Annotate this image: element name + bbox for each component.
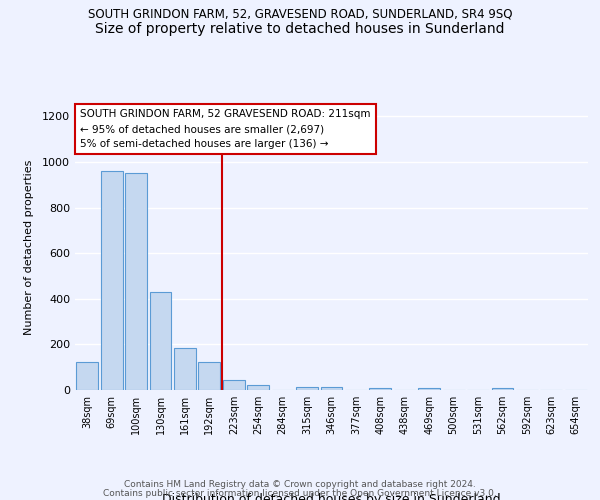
Bar: [418, 388, 440, 390]
Text: Size of property relative to detached houses in Sunderland: Size of property relative to detached ho…: [95, 22, 505, 36]
Bar: [199, 362, 220, 390]
Bar: [491, 388, 514, 390]
Bar: [320, 388, 343, 390]
Bar: [76, 362, 98, 390]
Text: Contains HM Land Registry data © Crown copyright and database right 2024.: Contains HM Land Registry data © Crown c…: [124, 480, 476, 489]
Text: SOUTH GRINDON FARM, 52, GRAVESEND ROAD, SUNDERLAND, SR4 9SQ: SOUTH GRINDON FARM, 52, GRAVESEND ROAD, …: [88, 8, 512, 20]
Bar: [174, 348, 196, 390]
Text: SOUTH GRINDON FARM, 52 GRAVESEND ROAD: 211sqm
← 95% of detached houses are small: SOUTH GRINDON FARM, 52 GRAVESEND ROAD: 2…: [80, 110, 371, 149]
Text: Contains public sector information licensed under the Open Government Licence v3: Contains public sector information licen…: [103, 489, 497, 498]
Bar: [370, 388, 391, 390]
Bar: [247, 386, 269, 390]
Bar: [101, 171, 122, 390]
Bar: [223, 380, 245, 390]
Bar: [296, 388, 318, 390]
X-axis label: Distribution of detached houses by size in Sunderland: Distribution of detached houses by size …: [162, 492, 501, 500]
Bar: [125, 174, 147, 390]
Bar: [149, 292, 172, 390]
Y-axis label: Number of detached properties: Number of detached properties: [23, 160, 34, 335]
